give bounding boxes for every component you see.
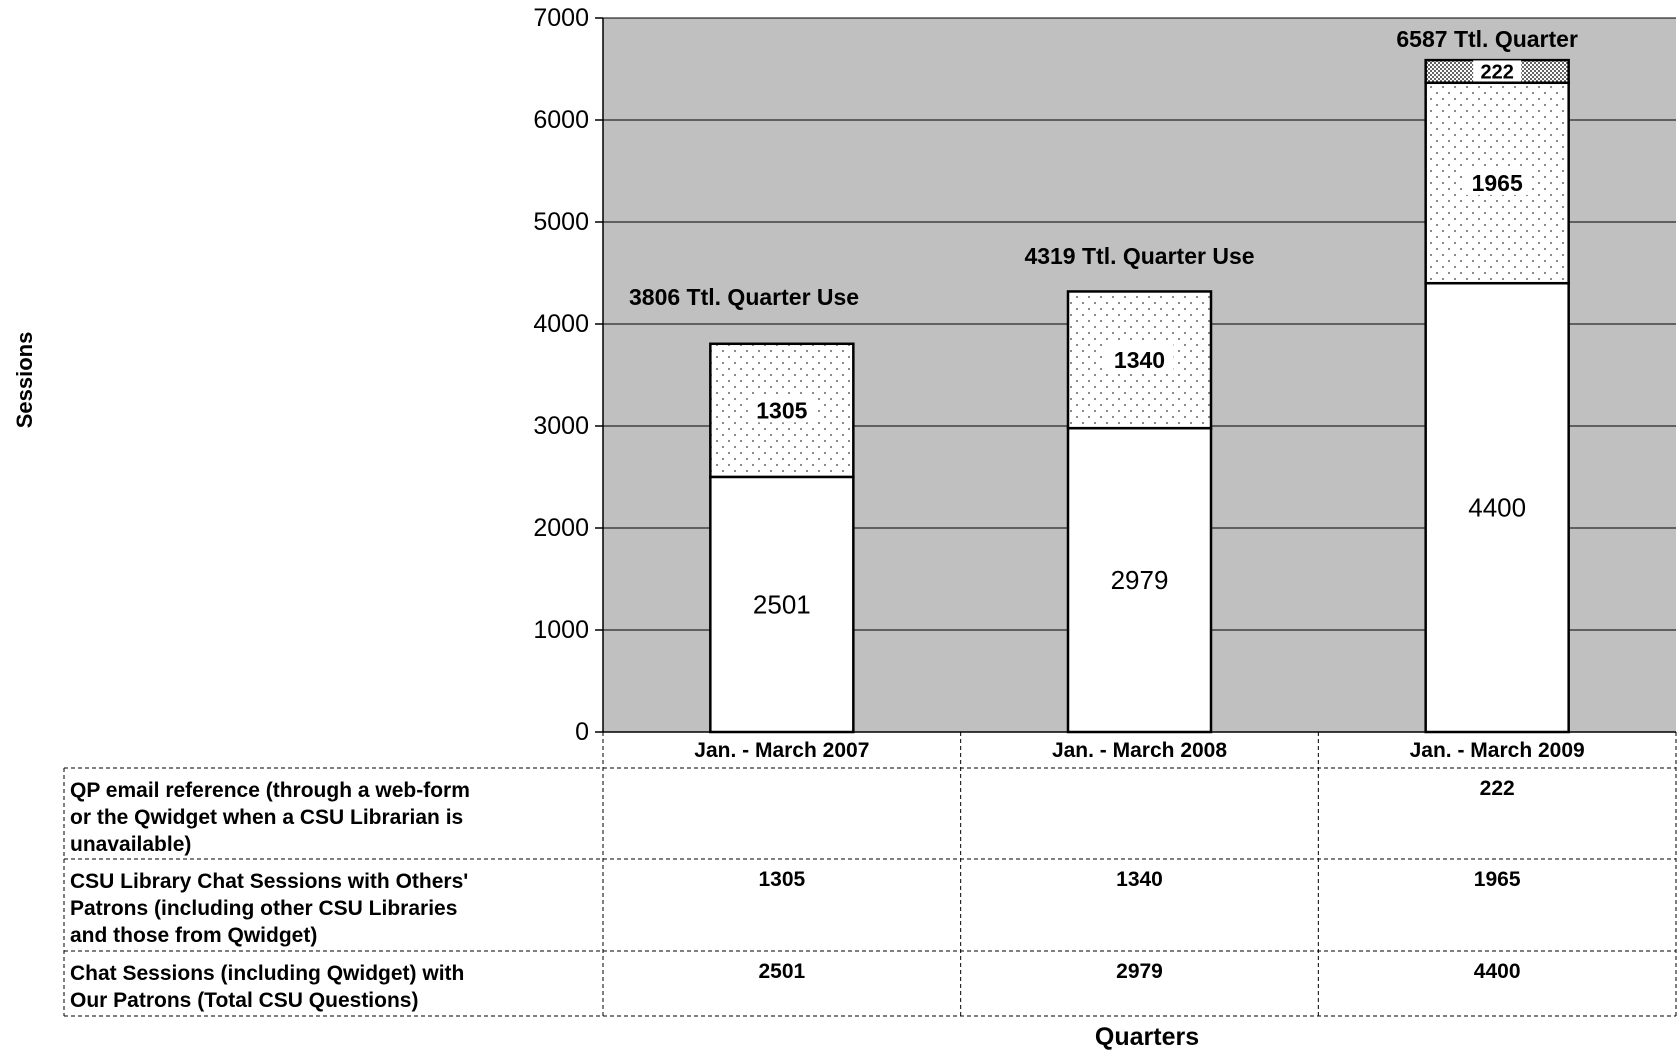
segment-value-label: 4400 [1468,493,1526,523]
table-cell-value: 4400 [1474,960,1521,983]
y-tick-label: 0 [575,718,589,746]
x-axis-title: Quarters [1095,1023,1199,1051]
x-tick-label: Jan. - March 2007 [694,739,869,762]
y-tick-label: 7000 [533,4,589,32]
y-tick-label: 3000 [533,412,589,440]
segment-value-label: 2979 [1111,565,1169,595]
x-tick-label: Jan. - March 2009 [1410,739,1585,762]
legend-row-label: QP email reference (through a web-form or… [70,779,470,856]
total-label: 3806 Ttl. Quarter Use [629,284,859,310]
y-tick-label: 4000 [533,310,589,338]
segment-value-label: 1305 [756,397,807,423]
segment-label-bg [1105,343,1174,372]
data-table: Jan. - March 2007 Jan. - March 2008 Jan. -… [63,731,1677,1017]
chart-labels: Sessions 2501 1305 2979 1340 4400 1965 222 3806 … [12,26,1578,1051]
y-tick-label: 6000 [533,106,589,134]
y-tick-label: 5000 [533,208,589,236]
segment-label-bg [1463,166,1532,195]
legend-row-label: Chat Sessions (including Qwidget) with Ou… [70,962,464,1012]
table-cell-value: 222 [1480,777,1515,800]
legend-row-label: CSU Library Chat Sessions with Others' Pa… [70,870,468,947]
segment-value-label: 222 [1480,61,1513,83]
table-cell-value: 2501 [758,960,805,983]
table-cell-value: 1340 [1116,868,1163,891]
y-tick-label: 1000 [533,616,589,644]
segment-value-label: 1340 [1114,347,1165,373]
table-cell-value: 2979 [1116,960,1163,983]
segment-value-label: 1965 [1472,170,1523,196]
x-tick-label: Jan. - March 2008 [1052,739,1227,762]
segment-label-bg [747,394,816,423]
table-cell-value: 1305 [758,868,805,891]
bar-segment [1424,281,1570,734]
y-axis-title: Sessions [12,332,37,429]
total-label: 6587 Ttl. Quarter [1396,26,1578,52]
total-label: 4319 Ttl. Quarter Use [1024,243,1254,269]
table-cell-value: 1965 [1474,868,1521,891]
y-tick-label: 2000 [533,514,589,542]
segment-value-label: 2501 [753,589,811,619]
segment-label-bg [1473,60,1522,82]
